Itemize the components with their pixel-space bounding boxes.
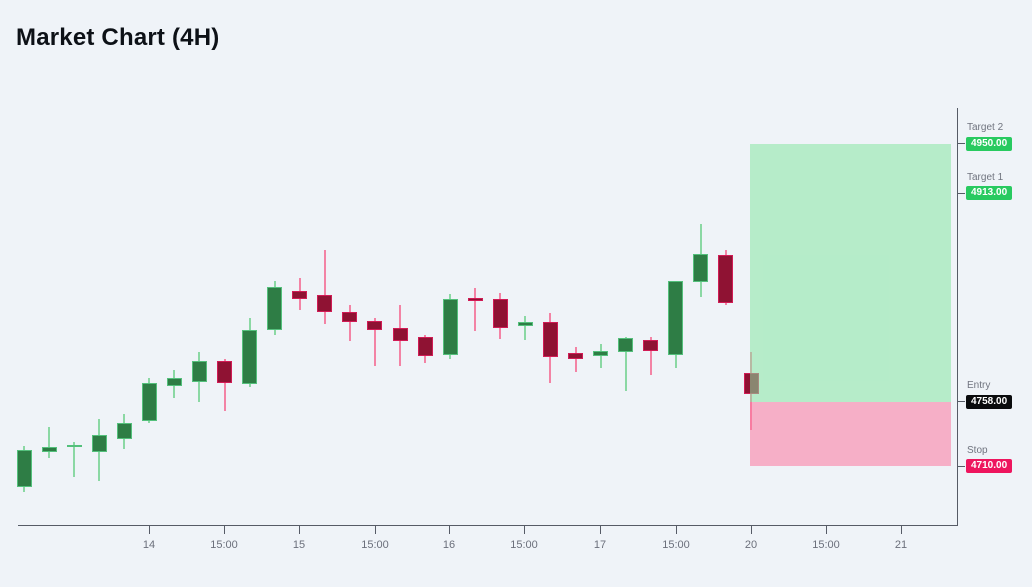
price-badge-stop: 4710.00 xyxy=(966,459,1013,474)
candle-wick xyxy=(348,304,351,342)
candle xyxy=(467,298,483,301)
candle xyxy=(66,444,82,448)
x-axis-tick xyxy=(901,525,902,534)
x-axis-line xyxy=(18,525,957,526)
candle-wick xyxy=(373,318,376,366)
x-axis-label: 17 xyxy=(593,539,607,551)
x-axis-tick xyxy=(449,525,450,534)
candle-wick xyxy=(474,287,477,331)
x-axis-label: 15:00 xyxy=(812,539,840,551)
candle xyxy=(242,330,258,385)
price-badge-target2: 4950.00 xyxy=(966,136,1013,151)
candle xyxy=(718,255,734,304)
candle xyxy=(417,337,433,356)
level-name-target1: Target 1 xyxy=(967,171,1004,183)
level-name-entry: Entry xyxy=(967,380,991,392)
x-axis-tick xyxy=(826,525,827,534)
x-axis-label: 15 xyxy=(292,539,306,551)
candle-wick xyxy=(223,358,226,412)
candle xyxy=(693,253,709,282)
price-badge-entry: 4758.00 xyxy=(966,394,1013,409)
level-name-target2: Target 2 xyxy=(967,122,1004,133)
candle xyxy=(342,311,358,323)
chart-title: Market Chart (4H) xyxy=(16,24,220,51)
level-name-stop: Stop xyxy=(967,444,988,456)
zone-loss xyxy=(750,401,951,467)
x-axis-label: 16 xyxy=(442,539,456,551)
candle xyxy=(116,423,132,440)
candle-wick xyxy=(624,337,627,392)
candle xyxy=(542,322,558,358)
candle xyxy=(492,299,508,328)
candle xyxy=(668,280,684,355)
candle xyxy=(442,299,458,355)
candle xyxy=(16,450,32,487)
candle xyxy=(91,435,107,452)
candle xyxy=(517,322,533,327)
x-axis-label: 15:00 xyxy=(662,539,690,551)
price-tick-entry xyxy=(957,401,965,403)
candle xyxy=(166,377,182,386)
candle xyxy=(317,295,333,312)
candle-wick xyxy=(649,337,652,375)
x-axis-tick xyxy=(600,525,601,534)
candle-wick xyxy=(599,344,602,369)
price-tick-target2 xyxy=(957,143,965,144)
candle xyxy=(41,447,57,452)
x-axis-label: 21 xyxy=(894,539,908,551)
price-badge-target1: 4913.00 xyxy=(966,186,1013,201)
x-axis-tick xyxy=(375,525,376,534)
candle-wick xyxy=(48,427,51,459)
x-axis-tick xyxy=(149,525,150,534)
price-tick-stop xyxy=(957,465,965,467)
zone-profit xyxy=(750,143,951,402)
price-axis-line xyxy=(957,108,958,526)
candle-wick xyxy=(73,442,76,478)
price-tick-target1 xyxy=(957,192,965,194)
x-axis-label: 15:00 xyxy=(210,539,238,551)
x-axis-label: 20 xyxy=(744,539,758,551)
candle xyxy=(643,339,659,351)
x-axis-label: 14 xyxy=(142,539,156,551)
x-axis-tick xyxy=(299,525,300,534)
x-axis-label: 15:00 xyxy=(361,539,389,551)
candle xyxy=(568,353,584,359)
candle xyxy=(392,327,408,342)
candle xyxy=(367,320,383,331)
candle xyxy=(292,291,308,300)
x-axis-tick xyxy=(751,525,752,534)
candle xyxy=(141,382,157,421)
candle-wick xyxy=(574,346,577,373)
candle xyxy=(217,361,233,383)
candle-wick xyxy=(323,249,326,324)
x-axis-tick xyxy=(224,525,225,534)
x-axis-label: 15:00 xyxy=(510,539,538,551)
x-axis-tick xyxy=(676,525,677,534)
candle xyxy=(593,350,609,356)
candle-wick xyxy=(524,315,527,340)
x-axis-tick xyxy=(524,525,525,534)
candle xyxy=(267,287,283,331)
candle xyxy=(618,338,634,352)
candle xyxy=(191,361,207,382)
